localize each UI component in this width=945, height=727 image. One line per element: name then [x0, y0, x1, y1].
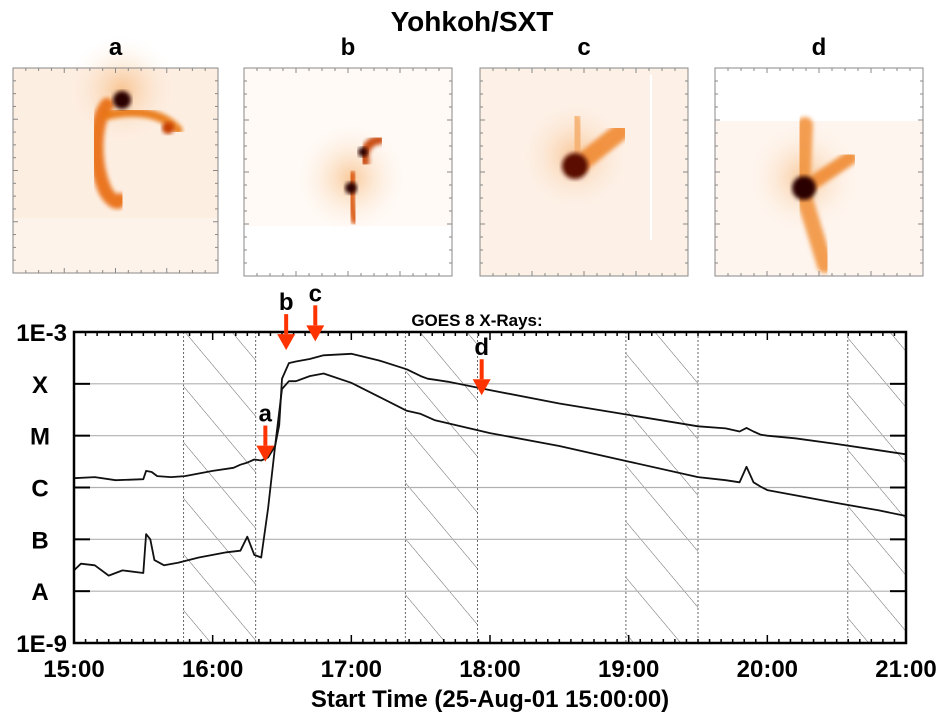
y-tick-label: X [32, 372, 48, 399]
sxt-panel-c: c [479, 34, 689, 277]
y-tick-label: M [30, 424, 50, 451]
panel-empty-region [715, 68, 923, 121]
sxt-image-panels: a b c d [12, 34, 924, 277]
arrow-shaft [479, 359, 484, 380]
emission-structure [568, 113, 587, 167]
emission-structure [359, 135, 385, 167]
arrow-head [256, 445, 275, 462]
x-tick-label: 20:00 [737, 656, 798, 683]
arrow-shaft [313, 305, 318, 326]
y-tick-label: B [31, 527, 48, 554]
annotation-label: b [279, 289, 294, 316]
x-tick-label: 18:00 [459, 656, 520, 683]
x-axis-label: Start Time (25-Aug-01 15:00:00) [311, 686, 669, 713]
panel-empty-region [13, 218, 218, 273]
x-tick-label: 21:00 [875, 656, 936, 683]
arrow-shaft [284, 314, 289, 335]
annotation-arrow-b: b [277, 289, 296, 351]
y-tick-label: 1E-3 [16, 320, 67, 347]
chart-title: GOES 8 X-Rays: [411, 311, 542, 330]
panel-label-c: c [577, 34, 590, 61]
emission-kernel [162, 122, 174, 134]
annotation-arrow-c: c [306, 280, 325, 342]
sxt-panel-a: a [12, 34, 219, 274]
panel-label-d: d [812, 34, 827, 61]
arrow-head [306, 325, 325, 342]
emission-kernel [562, 153, 588, 179]
x-tick-label: 17:00 [321, 656, 382, 683]
x-tick-label: 19:00 [598, 656, 659, 683]
arrow-head [277, 334, 296, 351]
x-tick-label: 15:00 [43, 656, 104, 683]
emission-structure [89, 98, 127, 209]
series-line-short-wavelength [73, 372, 907, 577]
figure-title: Yohkoh/SXT [391, 6, 554, 37]
y-tick-label: C [31, 476, 48, 503]
emission-kernel [792, 176, 816, 200]
emission-structure [346, 170, 360, 225]
panel-label-a: a [109, 34, 123, 61]
annotation-arrow-d: d [472, 334, 491, 396]
sxt-panel-d: d [714, 34, 924, 277]
y-tick-label: A [31, 579, 48, 606]
emission-kernel [345, 182, 357, 194]
emission-kernel [113, 91, 131, 109]
annotation-label: d [474, 334, 489, 361]
arrow-shaft [263, 425, 268, 446]
arrow-head [472, 379, 491, 396]
annotation-label: a [259, 401, 273, 428]
goes-xray-chart: 15:00 16:00 17:00 18:00 19:00 20:00 21:00 1E-3 X… [16, 280, 936, 713]
y-tick-label: 1E-9 [16, 631, 67, 658]
x-tick-label: 16:00 [182, 656, 243, 683]
panel-label-b: b [341, 34, 356, 61]
series-line-long-wavelength [73, 352, 907, 482]
panel-empty-region [244, 226, 452, 276]
emission-kernel [358, 147, 368, 157]
sxt-panel-b: b [243, 34, 453, 277]
annotation-label: c [309, 280, 322, 307]
annotation-arrow-a: a [256, 401, 275, 462]
